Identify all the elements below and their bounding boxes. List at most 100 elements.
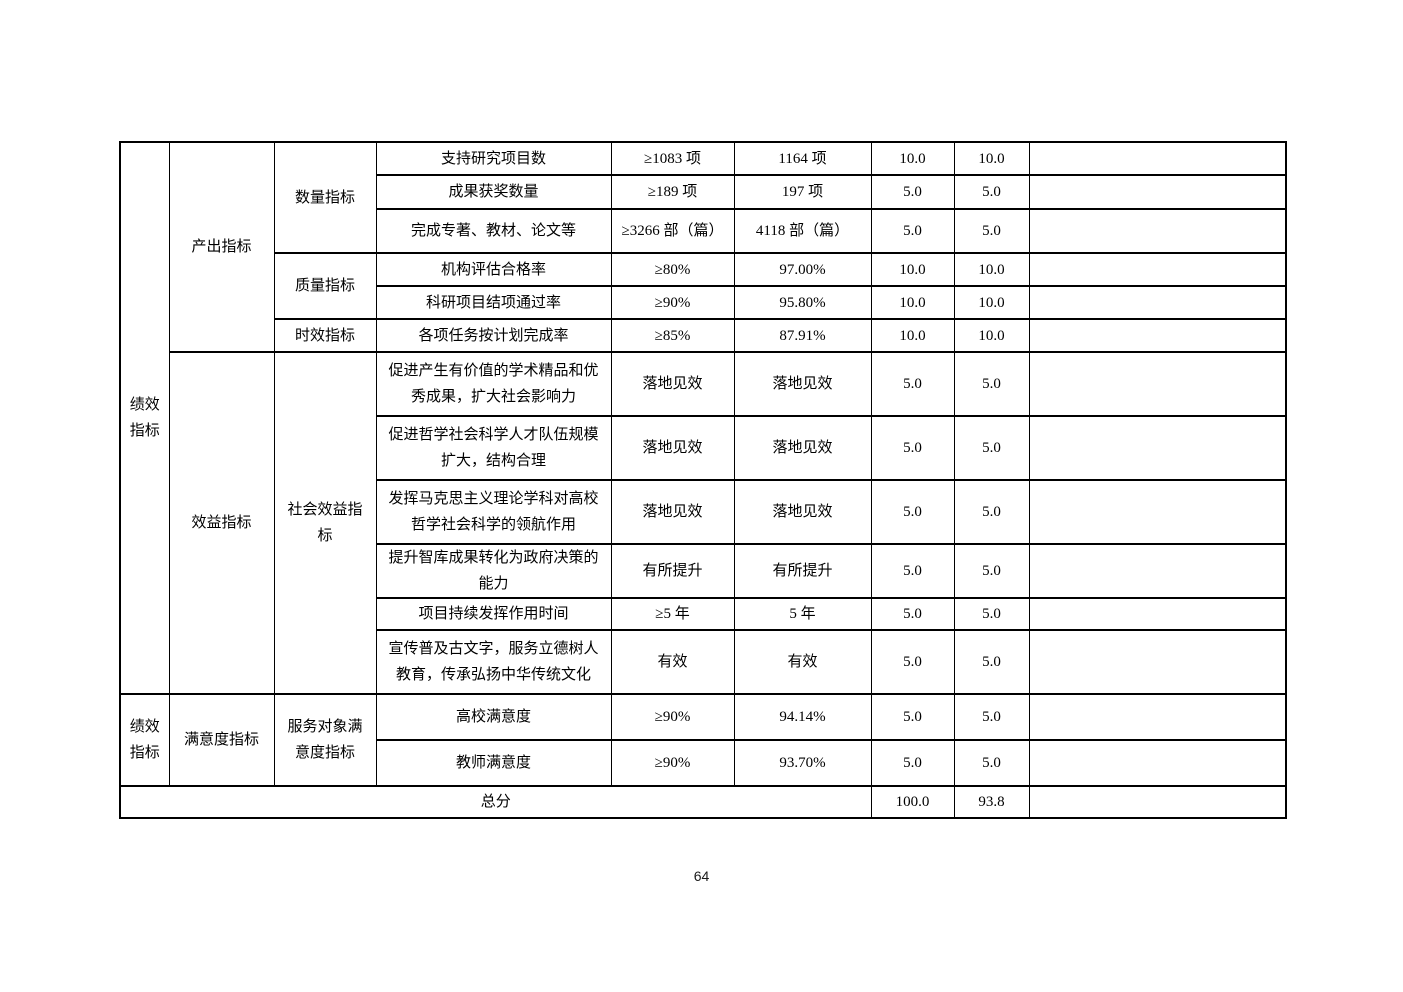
weight-cell: 10.0	[870, 318, 955, 353]
target-cell: ≥5 年	[610, 597, 735, 631]
score-cell: 5.0	[953, 739, 1030, 787]
actual-cell: 5 年	[733, 597, 872, 631]
weight-cell: 5.0	[870, 174, 955, 210]
score-cell: 5.0	[953, 174, 1030, 210]
weight-cell: 5.0	[870, 597, 955, 631]
table-row: 成果获奖数量 ≥189 项 197 项 5.0 5.0	[120, 174, 1287, 210]
total-label-cell: 总分	[119, 785, 872, 819]
remark-cell	[1028, 785, 1287, 819]
table-row: 完成专著、教材、论文等 ≥3266 部（篇） 4118 部（篇） 5.0 5.0	[120, 208, 1287, 254]
category-cell-social-benefit: 社会效益指标	[273, 351, 377, 695]
score-cell: 5.0	[953, 629, 1030, 695]
actual-cell: 4118 部（篇）	[733, 208, 872, 254]
actual-cell: 197 项	[733, 174, 872, 210]
actual-cell: 有效	[733, 629, 872, 695]
indicator-cell: 提升智库成果转化为政府决策的能力	[375, 543, 612, 599]
indicator-cell: 教师满意度	[375, 739, 612, 787]
indicator-cell: 发挥马克思主义理论学科对高校哲学社会科学的领航作用	[375, 479, 612, 545]
performance-indicator-table: 绩效指标 产出指标 数量指标 支持研究项目数 ≥1083 项 1164 项 10…	[119, 141, 1287, 819]
actual-cell: 94.14%	[733, 693, 872, 741]
weight-cell: 5.0	[870, 415, 955, 481]
target-cell: ≥80%	[610, 252, 735, 287]
weight-cell: 5.0	[870, 629, 955, 695]
actual-cell: 97.00%	[733, 252, 872, 287]
remark-cell	[1028, 415, 1287, 481]
indicator-cell: 完成专著、教材、论文等	[375, 208, 612, 254]
remark-cell	[1028, 629, 1287, 695]
table-row: 时效指标 各项任务按计划完成率 ≥85% 87.91% 10.0 10.0	[120, 318, 1287, 353]
score-cell: 5.0	[953, 351, 1030, 417]
weight-cell: 5.0	[870, 208, 955, 254]
table-row: 发挥马克思主义理论学科对高校哲学社会科学的领航作用 落地见效 落地见效 5.0 …	[120, 479, 1287, 545]
indicator-cell: 促进产生有价值的学术精品和优秀成果，扩大社会影响力	[375, 351, 612, 417]
indicator-cell: 宣传普及古文字，服务立德树人教育，传承弘扬中华传统文化	[375, 629, 612, 695]
target-cell: 落地见效	[610, 415, 735, 481]
target-cell: ≥1083 项	[610, 141, 735, 176]
remark-cell	[1028, 479, 1287, 545]
remark-cell	[1028, 174, 1287, 210]
remark-cell	[1028, 318, 1287, 353]
target-cell: ≥90%	[610, 739, 735, 787]
table-row: 促进哲学社会科学人才队伍规模扩大，结构合理 落地见效 落地见效 5.0 5.0	[120, 415, 1287, 481]
table-row: 质量指标 机构评估合格率 ≥80% 97.00% 10.0 10.0	[120, 252, 1287, 320]
remark-cell	[1028, 208, 1287, 254]
table-row-total: 总分 100.0 93.8	[119, 785, 1287, 819]
score-cell: 5.0	[953, 543, 1030, 599]
target-cell: ≥85%	[610, 318, 735, 353]
table-row: 提升智库成果转化为政府决策的能力 有所提升 有所提升 5.0 5.0	[120, 543, 1287, 599]
table-row: 科研项目结项通过率 ≥90% 95.80% 10.0 10.0	[120, 285, 1287, 320]
weight-cell: 10.0	[870, 141, 955, 176]
category-cell-performance-upper: 绩效指标	[119, 141, 170, 695]
category-cell-quantity: 数量指标	[273, 141, 377, 254]
target-cell: 有所提升	[610, 543, 735, 599]
weight-cell: 5.0	[870, 479, 955, 545]
indicator-cell: 促进哲学社会科学人才队伍规模扩大，结构合理	[375, 415, 612, 481]
actual-cell: 落地见效	[733, 479, 872, 545]
actual-cell: 有所提升	[733, 543, 872, 599]
category-cell-benefit: 效益指标	[168, 351, 275, 695]
table-row: 绩效指标 满意度指标 服务对象满意度指标 高校满意度 ≥90% 94.14% 5…	[119, 693, 1287, 787]
category-cell-performance-lower: 绩效指标	[119, 693, 170, 787]
remark-cell	[1028, 693, 1287, 741]
indicator-cell: 各项任务按计划完成率	[375, 318, 612, 353]
remark-cell	[1028, 597, 1287, 631]
total-weight-cell: 100.0	[870, 785, 955, 819]
actual-cell: 落地见效	[733, 415, 872, 481]
target-cell: ≥189 项	[610, 174, 735, 210]
actual-cell: 落地见效	[733, 351, 872, 417]
score-cell: 5.0	[953, 479, 1030, 545]
score-cell: 5.0	[953, 693, 1030, 741]
score-cell: 10.0	[953, 318, 1030, 353]
category-cell-output: 产出指标	[168, 141, 275, 353]
actual-cell: 95.80%	[733, 285, 872, 320]
score-cell: 10.0	[953, 141, 1030, 176]
target-cell: ≥90%	[610, 285, 735, 320]
weight-cell: 5.0	[870, 693, 955, 741]
indicator-cell: 高校满意度	[375, 693, 612, 741]
weight-cell: 10.0	[870, 285, 955, 320]
target-cell: 有效	[610, 629, 735, 695]
table-row: 教师满意度 ≥90% 93.70% 5.0 5.0	[120, 739, 1287, 787]
weight-cell: 5.0	[870, 739, 955, 787]
indicator-cell: 成果获奖数量	[375, 174, 612, 210]
total-score-cell: 93.8	[953, 785, 1030, 819]
table-row: 绩效指标 产出指标 数量指标 支持研究项目数 ≥1083 项 1164 项 10…	[119, 141, 1287, 695]
indicator-cell: 科研项目结项通过率	[375, 285, 612, 320]
target-cell: ≥90%	[610, 693, 735, 741]
category-cell-quality: 质量指标	[273, 252, 377, 320]
category-cell-service-satisfaction: 服务对象满意度指标	[273, 693, 377, 787]
target-cell: 落地见效	[610, 479, 735, 545]
remark-cell	[1028, 252, 1287, 287]
weight-cell: 5.0	[870, 351, 955, 417]
remark-cell	[1028, 285, 1287, 320]
category-cell-satisfaction: 满意度指标	[168, 693, 275, 787]
remark-cell	[1028, 141, 1287, 176]
table-row: 效益指标 社会效益指标 促进产生有价值的学术精品和优秀成果，扩大社会影响力 落地…	[120, 351, 1287, 695]
actual-cell: 87.91%	[733, 318, 872, 353]
target-cell: 落地见效	[610, 351, 735, 417]
target-cell: ≥3266 部（篇）	[610, 208, 735, 254]
remark-cell	[1028, 351, 1287, 417]
score-cell: 5.0	[953, 597, 1030, 631]
actual-cell: 1164 项	[733, 141, 872, 176]
